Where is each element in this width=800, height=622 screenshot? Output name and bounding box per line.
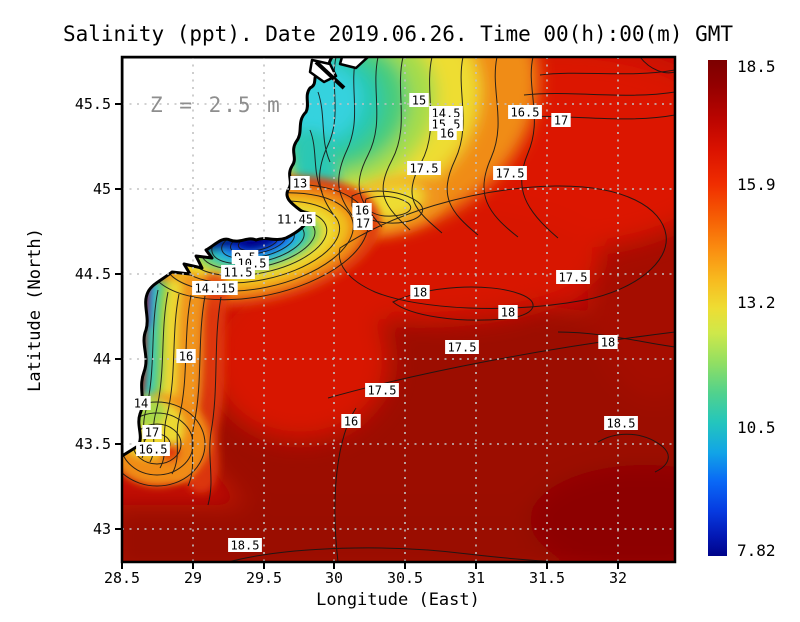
contour-labels: 1311.459.510.511.514.51516141716.51514.5… — [131, 93, 638, 553]
plot-frame — [120, 55, 677, 564]
contour-label: 14.5 — [195, 282, 224, 296]
contour-label-box — [228, 538, 262, 552]
north-plume — [253, 57, 539, 235]
colorbar-label: 18.5 — [737, 57, 776, 76]
contour-label-box — [136, 442, 170, 456]
contour-label: 18 — [601, 336, 615, 350]
y-axis-label: Latitude (North) — [25, 228, 45, 392]
contour-label-box — [274, 212, 316, 226]
contour-label-box — [445, 340, 479, 354]
contour-label-box — [341, 414, 361, 428]
y-tick-label: 44 — [93, 350, 111, 368]
colorbar-label: 15.9 — [737, 175, 776, 194]
contour-label-box — [142, 425, 162, 439]
contour-label: 17 — [554, 114, 568, 128]
x-tick-label: 28.5 — [104, 569, 140, 587]
contour-label: 16.5 — [511, 106, 540, 120]
y-tick-label: 44.5 — [75, 265, 111, 283]
contour-label-box — [429, 106, 463, 120]
contour-label-box — [131, 396, 151, 410]
colorbar-labels: 18.5 15.9 13.2 10.5 7.82 — [737, 57, 776, 560]
contour-label: 13 — [293, 177, 307, 191]
x-tick-label: 32 — [609, 569, 627, 587]
axis-tick-labels: 28.5 29 29.5 30 30.5 31 31.5 32 45.5 45 44.5 44 43.5… — [75, 95, 627, 587]
colorbar-label: 13.2 — [737, 293, 776, 312]
contour-label-box — [352, 203, 372, 217]
contour-label-box — [598, 335, 618, 349]
contour-label-box — [407, 161, 441, 175]
gridlines — [122, 57, 675, 562]
y-tick-label: 43 — [93, 520, 111, 538]
contour-label-box — [192, 281, 226, 295]
contour-label-box — [290, 176, 310, 190]
contour-label-box — [409, 93, 429, 107]
x-tick-label: 29.5 — [246, 569, 282, 587]
colorbar-label: 10.5 — [737, 418, 776, 437]
contour-label: 16 — [344, 415, 358, 429]
y-tick-label: 43.5 — [75, 435, 111, 453]
y-tick-label: 45 — [93, 180, 111, 198]
contour-label: 17.5 — [496, 167, 525, 181]
contour-label-box — [221, 265, 255, 279]
contour-label: 18.5 — [231, 539, 260, 553]
contour-label: 11.45 — [277, 213, 313, 227]
x-tick-label: 29 — [184, 569, 202, 587]
contour-label-box — [437, 126, 457, 140]
contour-label: 17.5 — [368, 384, 397, 398]
contour-label: 17.5 — [559, 271, 588, 285]
contour-label-box — [365, 383, 399, 397]
contour-label-box — [508, 105, 542, 119]
contour-label-box — [176, 349, 196, 363]
contour-label: 17.5 — [410, 162, 439, 176]
x-tick-label: 30 — [325, 569, 343, 587]
estuary-bar — [314, 60, 346, 90]
coastline — [122, 57, 334, 458]
contour-label: 18 — [501, 306, 515, 320]
colorbar-gradient — [708, 60, 727, 556]
contour-label: 17 — [356, 217, 370, 231]
x-tick-label: 31 — [467, 569, 485, 587]
contour-label: 15 — [221, 282, 235, 296]
contour-label: 16 — [440, 127, 454, 141]
contour-label-box — [604, 416, 638, 430]
contour-label: 18 — [413, 286, 427, 300]
contour-label: 16 — [355, 204, 369, 218]
contour-label: 17.5 — [448, 341, 477, 355]
contour-label-box — [218, 281, 238, 295]
land — [122, 57, 370, 458]
contour-label-box — [353, 216, 373, 230]
contour-label-box — [498, 305, 518, 319]
contour-label-box — [551, 113, 571, 127]
contour-label-box — [493, 166, 527, 180]
x-axis-label: Longitude (East) — [316, 590, 480, 610]
x-tick-label: 30.5 — [387, 569, 423, 587]
depth-annotation: Z = 2.5 m — [150, 93, 282, 117]
contour-label: 18.5 — [607, 417, 636, 431]
y-tick-label: 45.5 — [75, 95, 111, 113]
x-tick-label: 31.5 — [529, 569, 565, 587]
colorbar-label: 7.82 — [737, 541, 776, 560]
contour-label: 11.5 — [224, 266, 253, 280]
spit — [338, 57, 370, 70]
axis-ticks — [115, 103, 619, 569]
contour-label: 16.5 — [139, 443, 168, 457]
contour-label: 14 — [134, 397, 148, 411]
figure-title: Salinity (ppt). Date 2019.06.26. Time 00… — [63, 22, 733, 46]
contour-label-box — [410, 285, 430, 299]
colorbar: 18.5 15.9 13.2 10.5 7.82 — [708, 57, 776, 560]
contour-label: 15 — [412, 94, 426, 108]
contour-label: 17 — [145, 426, 159, 440]
contour-label-box — [556, 270, 590, 284]
contour-label: 16 — [179, 350, 193, 364]
